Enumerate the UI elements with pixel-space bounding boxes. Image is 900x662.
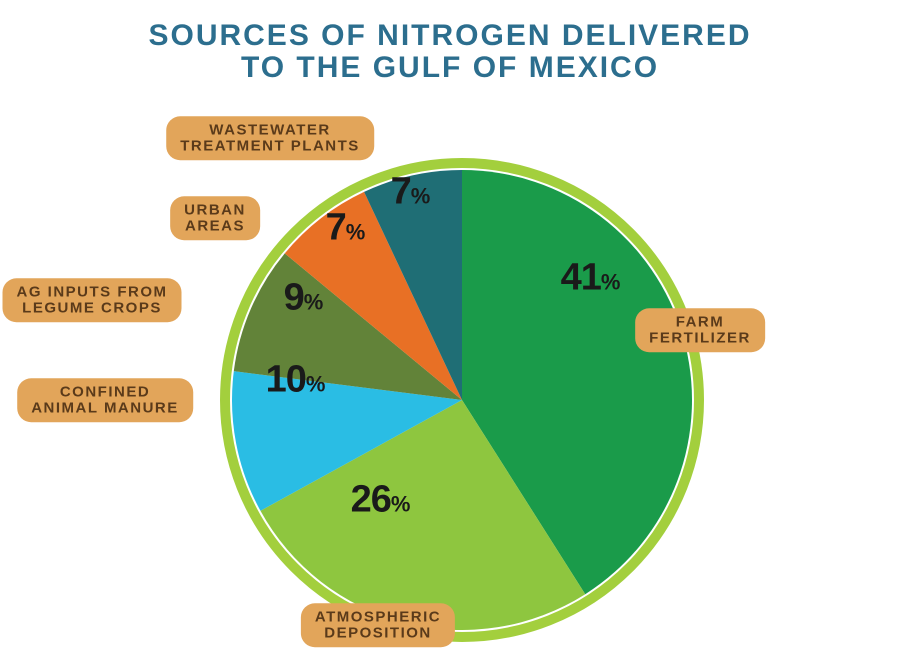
chart-title: SOURCES OF NITROGEN DELIVERED TO THE GUL… — [0, 20, 900, 83]
chart-stage: { "chart": { "type": "pie", "title_line1… — [0, 0, 900, 659]
label-wastewater-treatment: WASTEWATER TREATMENT PLANTS — [166, 116, 374, 160]
label-ag-inputs-legume: AG INPUTS FROM LEGUME CROPS — [3, 278, 182, 322]
chart-title-line2: TO THE GULF OF MEXICO — [241, 51, 659, 84]
label-confined-animal-manure: CONFINED ANIMAL MANURE — [17, 378, 193, 422]
pct-ag-inputs-legume: 9% — [284, 277, 323, 320]
label-urban-areas: URBAN AREAS — [170, 196, 260, 240]
pct-confined-animal-manure: 10% — [266, 359, 325, 402]
pct-farm-fertilizer: 41% — [561, 257, 620, 300]
pct-wastewater-treatment: 7% — [391, 171, 430, 214]
label-farm-fertilizer: FARM FERTILIZER — [635, 308, 765, 352]
chart-title-line1: SOURCES OF NITROGEN DELIVERED — [148, 19, 751, 52]
pct-urban-areas: 7% — [326, 207, 365, 250]
label-atmospheric-deposition: ATMOSPHERIC DEPOSITION — [301, 603, 455, 647]
pct-atmospheric-deposition: 26% — [351, 479, 410, 522]
